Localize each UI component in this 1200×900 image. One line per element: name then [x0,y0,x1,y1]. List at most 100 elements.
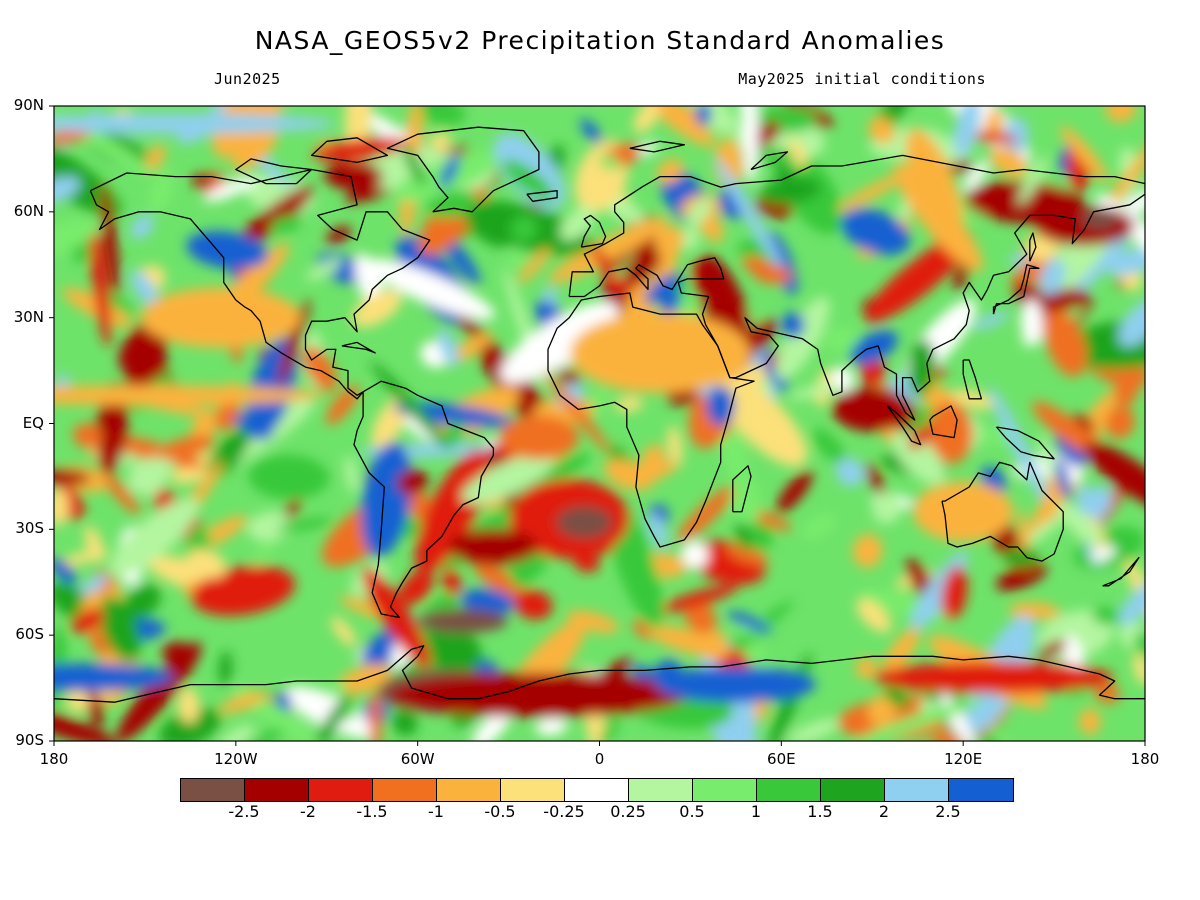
anomaly-patch [325,385,360,425]
colorbar-label: 1 [750,802,762,821]
colorbar-swatch [245,779,309,801]
anomaly-patch [256,466,302,492]
anomaly-patch [740,637,771,676]
lat-label: 60N [13,201,44,220]
anomaly-patch [865,463,887,500]
anomaly-patch [336,664,392,695]
anomaly-patch [218,650,233,687]
lon-label: 180 [39,750,69,768]
anomaly-patch [776,470,813,513]
anomaly-patch [312,136,406,162]
lon-label: 0 [594,750,605,768]
anomaly-patch [245,723,291,741]
anomaly-patch [89,217,111,347]
lon-label: 60W [400,750,435,768]
colorbar-swatch [309,779,373,801]
coastline [929,405,958,439]
valid-month-label: Jun2025 [214,70,281,88]
colorbar-swatch [373,779,437,801]
colorbar-swatch [885,779,949,801]
coastline [992,264,1040,315]
anomaly-patch [644,273,682,304]
anomaly-patch [720,424,748,486]
anomaly-patch [781,312,805,338]
anomaly-patch [326,226,352,244]
anomaly-patch [868,116,895,144]
colorbar-label: 0.25 [610,802,646,821]
anomaly-patch [580,118,602,144]
anomaly-patch [603,237,624,261]
anomaly-patch [867,694,897,726]
anomaly-patch [966,130,1019,144]
anomaly-patch [788,382,839,400]
colorbar-label: -0.5 [484,802,516,821]
anomaly-patch [159,707,221,741]
coastline [996,426,1055,460]
anomaly-patch [1020,514,1065,549]
anomaly-patch [1044,309,1087,377]
anomaly-patch [1105,106,1137,123]
anomaly-patch [971,312,1010,330]
anomaly-patch [71,608,105,634]
coastline [1029,232,1037,262]
anomaly-patch [366,258,495,320]
anomaly-patch [654,226,685,254]
anomaly-patch [54,707,118,741]
anomaly-patch [740,106,759,184]
anomaly-patch [632,619,653,640]
coastline [580,214,607,248]
anomaly-patch [1036,484,1060,520]
anomaly-patch [84,526,104,564]
anomaly-patch [54,557,77,584]
anomaly-patch [636,106,715,147]
anomaly-patch [543,370,611,454]
anomaly-patch [788,719,840,741]
anomaly-patch [1038,640,1067,658]
anomaly-patch [472,706,513,741]
anomaly-patch [647,513,668,549]
anomaly-patch [247,511,292,542]
anomaly-patch [140,287,301,348]
anomaly-patch [979,427,1010,446]
anomaly-patch [695,106,712,126]
anomaly-patch [1017,155,1049,205]
anomaly-patch [688,106,737,135]
anomaly-patch [677,486,735,543]
anomaly-patch [706,385,735,426]
colorbar-label: 1.5 [807,802,833,821]
anomaly-patch [54,218,100,261]
coastline [353,380,495,619]
anomaly-patch [162,642,199,667]
anomaly-patch [556,506,613,539]
anomaly-patch [727,611,772,633]
anomaly-patch [399,570,434,605]
lat-label: 60S [15,625,44,644]
anomaly-patch [1003,547,1040,568]
anomaly-patch [502,159,555,201]
anomaly-patch [324,161,384,190]
anomaly-patch [788,139,807,168]
init-conditions-label: May2025 initial conditions [738,70,986,88]
coastline [89,168,431,400]
anomaly-patch [667,425,683,469]
anomaly-patch [832,387,913,432]
anomaly-patch [130,270,159,307]
anomaly-patch [418,609,509,634]
anomaly-patch [618,461,678,489]
anomaly-patch [54,469,91,486]
lon-label: 120W [214,750,258,768]
colorbar-swatch [501,779,565,801]
anomaly-patch [841,208,910,256]
anomaly-patch [759,177,821,205]
anomaly-patch [633,106,660,133]
lat-label: 30S [15,519,44,538]
coastline [386,126,540,213]
anomaly-patch [352,289,403,327]
anomaly-patch [270,216,302,234]
anomaly-patch [752,264,792,284]
anomaly-patch [54,488,69,526]
lat-label: 30N [13,307,44,326]
anomaly-patch [102,472,141,515]
anomaly-patch [963,160,989,192]
anomaly-patch [657,159,684,184]
